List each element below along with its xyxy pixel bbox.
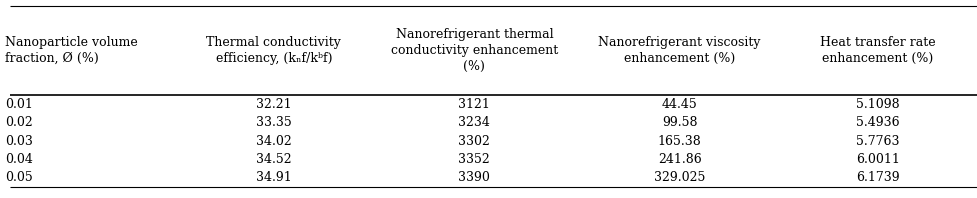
Text: Thermal conductivity
efficiency, (kₙf/kᵇf): Thermal conductivity efficiency, (kₙf/kᵇ… bbox=[206, 36, 341, 65]
Text: 0.03: 0.03 bbox=[5, 135, 33, 148]
Text: 44.45: 44.45 bbox=[661, 98, 697, 111]
Text: 241.86: 241.86 bbox=[658, 153, 701, 166]
Text: 5.7763: 5.7763 bbox=[855, 135, 899, 148]
Text: 3352: 3352 bbox=[458, 153, 489, 166]
Text: 165.38: 165.38 bbox=[658, 135, 701, 148]
Text: 0.05: 0.05 bbox=[5, 171, 32, 184]
Text: 329.025: 329.025 bbox=[654, 171, 704, 184]
Text: Heat transfer rate
enhancement (%): Heat transfer rate enhancement (%) bbox=[819, 36, 935, 65]
Text: 6.0011: 6.0011 bbox=[855, 153, 899, 166]
Text: Nanorefrigerant viscosity
enhancement (%): Nanorefrigerant viscosity enhancement (%… bbox=[598, 36, 760, 65]
Text: 3390: 3390 bbox=[458, 171, 489, 184]
Text: 0.04: 0.04 bbox=[5, 153, 33, 166]
Text: 99.58: 99.58 bbox=[661, 116, 697, 129]
Text: 5.4936: 5.4936 bbox=[855, 116, 899, 129]
Text: 34.91: 34.91 bbox=[256, 171, 291, 184]
Text: Nanoparticle volume
fraction, Ø (%): Nanoparticle volume fraction, Ø (%) bbox=[5, 36, 138, 65]
Text: 0.01: 0.01 bbox=[5, 98, 33, 111]
Text: 3121: 3121 bbox=[458, 98, 489, 111]
Text: 0.02: 0.02 bbox=[5, 116, 32, 129]
Text: 5.1098: 5.1098 bbox=[855, 98, 899, 111]
Text: 3302: 3302 bbox=[458, 135, 489, 148]
Text: 6.1739: 6.1739 bbox=[855, 171, 899, 184]
Text: 3234: 3234 bbox=[458, 116, 489, 129]
Text: 32.21: 32.21 bbox=[256, 98, 291, 111]
Text: Nanorefrigerant thermal
conductivity enhancement
(%): Nanorefrigerant thermal conductivity enh… bbox=[390, 28, 558, 73]
Text: 34.52: 34.52 bbox=[256, 153, 291, 166]
Text: 34.02: 34.02 bbox=[256, 135, 291, 148]
Text: 33.35: 33.35 bbox=[256, 116, 291, 129]
